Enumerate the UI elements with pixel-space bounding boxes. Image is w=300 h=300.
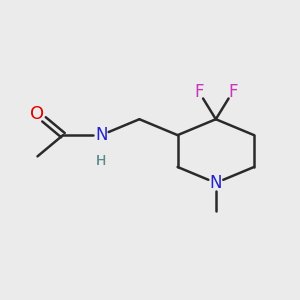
Circle shape xyxy=(228,87,238,96)
Text: F: F xyxy=(228,82,238,100)
Circle shape xyxy=(97,157,105,164)
Text: F: F xyxy=(194,82,204,100)
Text: H: H xyxy=(96,154,106,168)
Text: N: N xyxy=(95,126,107,144)
Text: O: O xyxy=(30,105,44,123)
Circle shape xyxy=(96,130,106,140)
Text: H: H xyxy=(96,154,106,168)
Circle shape xyxy=(211,178,221,188)
Circle shape xyxy=(194,87,203,96)
Text: N: N xyxy=(210,174,222,192)
Circle shape xyxy=(32,108,43,119)
